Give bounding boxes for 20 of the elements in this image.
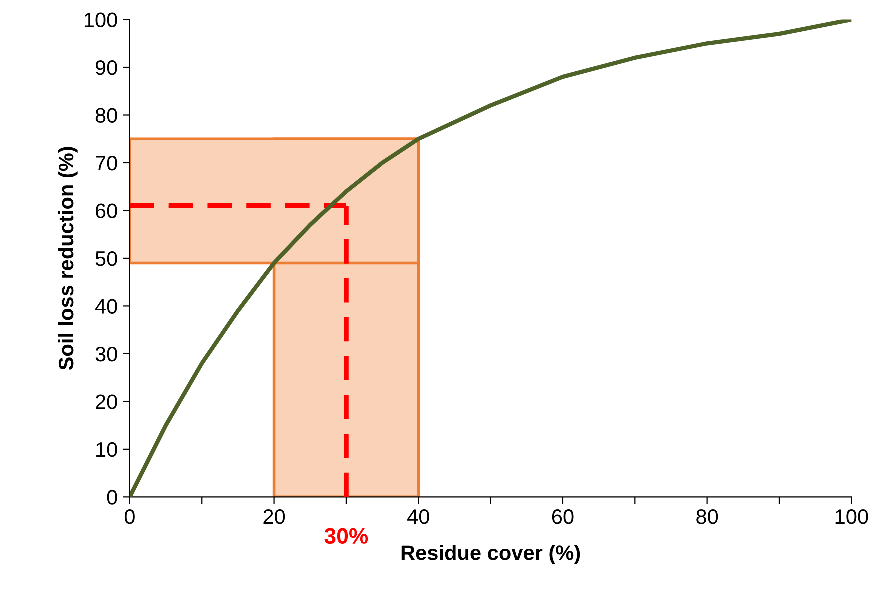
x-tick-label: 80 (696, 510, 718, 524)
y-tick-label: 30 (96, 346, 118, 362)
x-tick-label: 20 (264, 510, 286, 524)
y-tick-label: 70 (96, 156, 118, 171)
y-tick-label: 80 (96, 108, 118, 123)
x-tick-label: 0 (124, 510, 135, 524)
x-tick-label: 100 (836, 510, 868, 524)
y-axis-title: Soil loss reduction (%) (58, 147, 78, 370)
y-tick-label: 60 (96, 204, 118, 218)
y-tick-label: 0 (107, 490, 118, 505)
ref-line-label: 30% (324, 528, 368, 544)
y-tick-label: 90 (96, 60, 118, 76)
y-tick-label: 100 (84, 12, 118, 28)
x-tick-label: 40 (408, 510, 430, 524)
y-tick-label: 10 (96, 442, 118, 458)
y-tick-label: 20 (96, 394, 118, 410)
x-axis-title: Residue cover (%) (402, 545, 580, 564)
y-tick-label: 40 (95, 299, 118, 314)
x-tick-label: 60 (552, 510, 574, 524)
y-tick-label: 50 (96, 251, 118, 266)
